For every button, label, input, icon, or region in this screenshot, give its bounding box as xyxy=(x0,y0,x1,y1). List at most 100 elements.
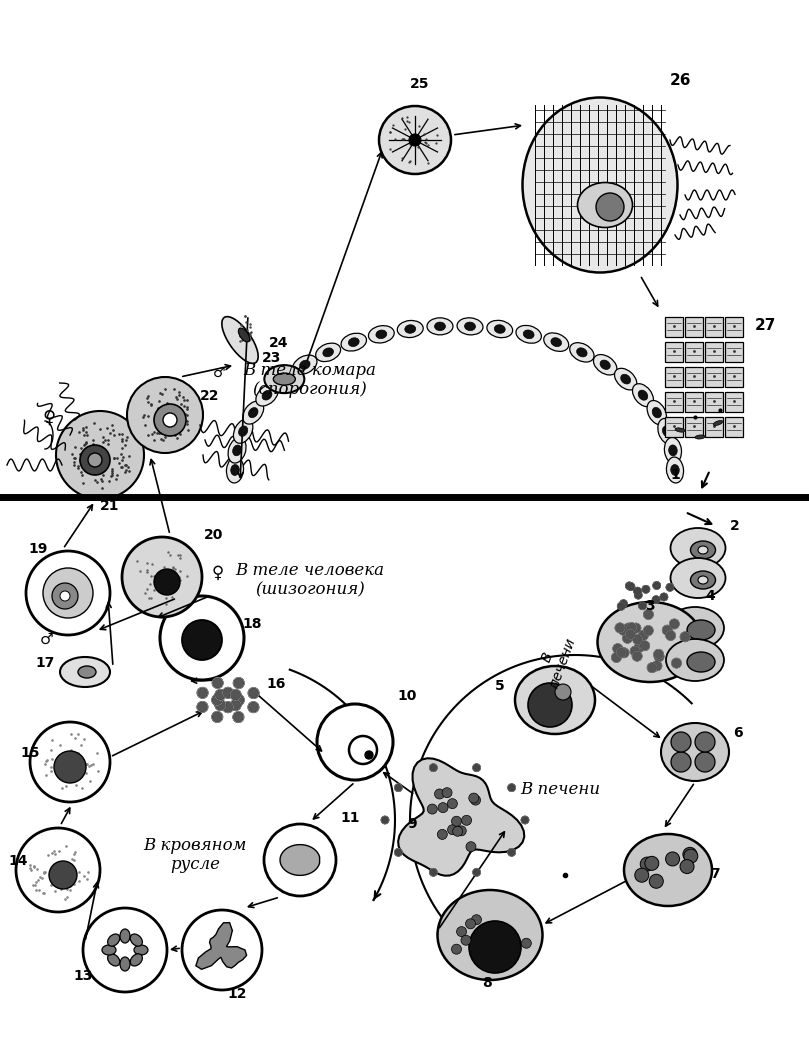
Circle shape xyxy=(660,593,668,601)
Text: 15: 15 xyxy=(20,746,40,760)
Bar xyxy=(725,317,743,337)
Circle shape xyxy=(215,699,226,711)
Circle shape xyxy=(625,582,633,590)
Circle shape xyxy=(154,404,186,436)
Ellipse shape xyxy=(647,400,667,425)
Text: 14: 14 xyxy=(8,854,28,868)
Circle shape xyxy=(212,677,223,689)
Circle shape xyxy=(434,789,444,799)
Bar xyxy=(685,317,703,337)
Circle shape xyxy=(647,663,657,672)
Ellipse shape xyxy=(600,361,610,370)
Bar xyxy=(705,367,723,387)
Text: 11: 11 xyxy=(340,811,359,825)
Circle shape xyxy=(230,699,241,711)
Bar xyxy=(665,417,683,437)
Ellipse shape xyxy=(598,602,702,682)
Ellipse shape xyxy=(544,332,569,351)
Ellipse shape xyxy=(427,318,453,335)
Bar xyxy=(725,392,743,412)
Ellipse shape xyxy=(108,934,120,947)
Circle shape xyxy=(466,842,476,852)
Bar xyxy=(725,417,743,437)
Ellipse shape xyxy=(661,723,729,781)
Circle shape xyxy=(622,633,633,643)
Circle shape xyxy=(472,914,481,925)
Ellipse shape xyxy=(551,338,561,347)
Bar xyxy=(725,367,743,387)
Circle shape xyxy=(43,568,93,618)
Circle shape xyxy=(695,732,715,752)
Ellipse shape xyxy=(687,652,715,672)
Polygon shape xyxy=(398,758,524,876)
Circle shape xyxy=(52,583,78,609)
Bar xyxy=(705,417,723,437)
Circle shape xyxy=(666,631,676,640)
Text: 5: 5 xyxy=(495,680,505,693)
Circle shape xyxy=(212,694,222,705)
Bar xyxy=(685,367,703,387)
Circle shape xyxy=(695,752,715,772)
Circle shape xyxy=(394,848,402,856)
Circle shape xyxy=(222,688,234,698)
Ellipse shape xyxy=(368,325,394,343)
Text: 19: 19 xyxy=(28,542,48,556)
Ellipse shape xyxy=(698,576,708,584)
Circle shape xyxy=(666,852,680,865)
Circle shape xyxy=(182,620,222,660)
Circle shape xyxy=(640,641,650,650)
Bar xyxy=(725,342,743,362)
Text: 16: 16 xyxy=(266,677,286,691)
Text: 20: 20 xyxy=(204,528,223,542)
Circle shape xyxy=(317,704,393,780)
Text: В теле комара
(спорогония): В теле комара (спорогония) xyxy=(244,362,376,398)
Circle shape xyxy=(248,701,259,713)
Circle shape xyxy=(654,649,663,660)
Bar xyxy=(665,367,683,387)
Bar xyxy=(685,392,703,412)
Circle shape xyxy=(627,583,635,590)
Text: ♂: ♂ xyxy=(213,366,226,380)
Circle shape xyxy=(617,603,625,610)
Circle shape xyxy=(638,631,649,640)
Circle shape xyxy=(652,661,662,671)
Bar xyxy=(665,392,683,412)
Text: 3: 3 xyxy=(645,600,654,613)
Ellipse shape xyxy=(667,457,684,483)
Circle shape xyxy=(56,411,144,499)
Ellipse shape xyxy=(239,328,250,342)
Ellipse shape xyxy=(60,657,110,687)
Circle shape xyxy=(612,652,621,663)
Ellipse shape xyxy=(698,547,708,554)
Circle shape xyxy=(472,764,481,772)
Ellipse shape xyxy=(494,325,505,334)
Ellipse shape xyxy=(108,954,120,966)
Circle shape xyxy=(627,622,637,633)
Ellipse shape xyxy=(577,348,587,357)
Ellipse shape xyxy=(134,945,148,955)
Polygon shape xyxy=(280,845,320,876)
Circle shape xyxy=(671,752,691,772)
Ellipse shape xyxy=(438,890,543,980)
Circle shape xyxy=(442,788,452,798)
Ellipse shape xyxy=(239,426,248,436)
Ellipse shape xyxy=(594,354,617,375)
Circle shape xyxy=(638,602,646,610)
Circle shape xyxy=(427,804,438,815)
Circle shape xyxy=(652,595,660,604)
Circle shape xyxy=(430,764,438,772)
Circle shape xyxy=(633,635,642,644)
Circle shape xyxy=(469,921,521,973)
Circle shape xyxy=(30,722,110,802)
Circle shape xyxy=(197,701,208,713)
Ellipse shape xyxy=(434,322,446,330)
Circle shape xyxy=(163,412,177,427)
Ellipse shape xyxy=(293,355,317,374)
Circle shape xyxy=(634,642,644,652)
Circle shape xyxy=(248,688,259,698)
Ellipse shape xyxy=(691,541,715,559)
Polygon shape xyxy=(196,923,247,969)
Text: 4: 4 xyxy=(705,589,714,603)
Circle shape xyxy=(671,658,681,668)
Circle shape xyxy=(49,861,77,889)
